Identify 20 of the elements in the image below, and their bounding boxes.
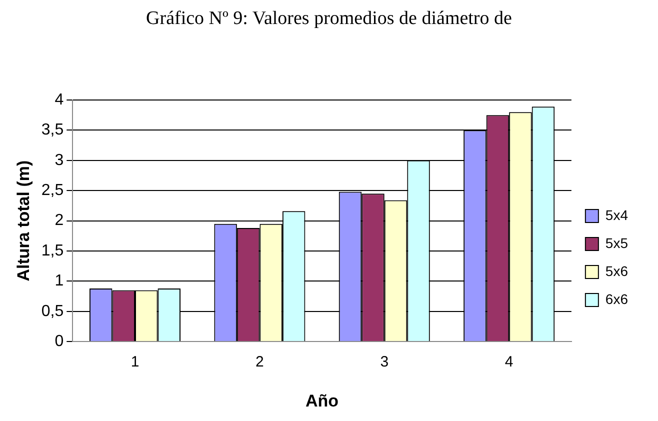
x-tick-label: 3 [380, 354, 389, 371]
x-tick-label: 2 [256, 354, 264, 371]
y-tick-label: 1,5 [41, 242, 64, 260]
y-axis-title: Altura total (m) [14, 160, 33, 282]
x-tick-label: 4 [504, 354, 514, 371]
y-tick-label: 1 [54, 272, 64, 290]
y-tick-label: 0 [54, 333, 64, 350]
legend-label: 6x6 [605, 290, 628, 307]
y-tick-label: 3 [54, 152, 64, 169]
y-tick-label: 2 [54, 212, 64, 230]
y-tick-label: 2,5 [41, 182, 64, 200]
chart-title: Gráfico Nº 9: Valores promedios de diámetro de [145, 8, 513, 30]
legend-label: 5x6 [605, 262, 628, 279]
x-tick-label: 1 [130, 354, 140, 371]
legend-label: 5x5 [605, 234, 628, 251]
y-tick-label: 3,5 [41, 122, 64, 139]
y-tick-label: 4 [54, 91, 64, 108]
y-tick-label: 0,5 [41, 302, 64, 320]
legend-label: 5x4 [605, 206, 628, 223]
x-axis-title: Año [306, 391, 339, 410]
